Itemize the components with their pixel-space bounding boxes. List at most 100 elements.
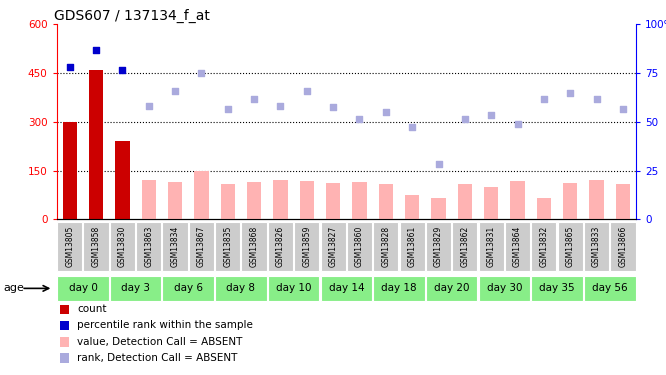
Bar [378, 184, 393, 219]
Bar [400, 222, 425, 271]
Text: day 18: day 18 [381, 284, 417, 293]
Bar [615, 184, 630, 219]
Text: day 20: day 20 [434, 284, 470, 293]
Bar [273, 180, 288, 219]
Point [539, 96, 549, 102]
Bar [83, 222, 109, 271]
Point [222, 106, 233, 112]
Text: day 3: day 3 [121, 284, 150, 293]
Text: GSM13858: GSM13858 [92, 226, 101, 267]
Bar [136, 222, 161, 271]
Text: day 0: day 0 [69, 284, 97, 293]
Bar [168, 182, 182, 219]
Bar [189, 222, 214, 271]
Bar [347, 222, 372, 271]
Text: count: count [77, 304, 107, 314]
Text: GSM13828: GSM13828 [382, 226, 390, 267]
Text: GSM13865: GSM13865 [565, 226, 575, 267]
Bar [220, 184, 235, 219]
Text: GSM13831: GSM13831 [487, 226, 496, 267]
Point [486, 112, 496, 118]
Text: GSM13833: GSM13833 [592, 226, 601, 267]
Bar [352, 182, 367, 219]
Text: GSM13861: GSM13861 [408, 226, 417, 267]
Bar [584, 222, 609, 271]
Bar [320, 222, 346, 271]
Bar [452, 222, 478, 271]
Point [460, 116, 470, 122]
Text: GSM13860: GSM13860 [355, 226, 364, 267]
Point [591, 96, 602, 102]
Point [565, 90, 575, 96]
Text: GSM13829: GSM13829 [434, 226, 443, 267]
Text: GSM13868: GSM13868 [250, 226, 258, 267]
Bar [510, 181, 525, 219]
Bar [563, 183, 577, 219]
Text: GSM13830: GSM13830 [118, 226, 127, 267]
Text: GSM13832: GSM13832 [539, 226, 548, 267]
Text: GSM13866: GSM13866 [618, 226, 627, 267]
Bar [557, 222, 583, 271]
Point [512, 120, 523, 126]
Bar [584, 276, 635, 301]
Text: GSM13827: GSM13827 [328, 226, 338, 267]
Text: GSM13863: GSM13863 [145, 226, 153, 267]
Text: percentile rank within the sample: percentile rank within the sample [77, 321, 253, 330]
Bar [268, 222, 293, 271]
Bar [247, 182, 261, 219]
Point [275, 103, 286, 109]
Point [433, 161, 444, 167]
Bar [326, 183, 340, 219]
Text: GSM13834: GSM13834 [170, 226, 180, 267]
Text: GSM13862: GSM13862 [460, 226, 470, 267]
Point [170, 88, 180, 94]
Text: GSM13867: GSM13867 [197, 226, 206, 267]
Point [617, 106, 628, 112]
Point [380, 109, 391, 115]
Bar [537, 198, 551, 219]
Point [302, 88, 312, 94]
Bar [110, 222, 135, 271]
Bar [215, 222, 240, 271]
Bar [110, 276, 161, 301]
Bar [242, 222, 267, 271]
Text: value, Detection Call = ABSENT: value, Detection Call = ABSENT [77, 337, 242, 346]
Text: GSM13835: GSM13835 [223, 226, 232, 267]
Bar [63, 122, 77, 219]
Text: day 10: day 10 [276, 284, 312, 293]
Bar [531, 276, 583, 301]
Bar [484, 187, 498, 219]
Text: day 14: day 14 [328, 284, 364, 293]
Bar [320, 276, 372, 301]
Point [65, 64, 75, 70]
Point [354, 116, 365, 122]
Text: day 6: day 6 [174, 284, 202, 293]
Bar [479, 276, 530, 301]
Text: GSM13859: GSM13859 [302, 226, 311, 267]
Text: GDS607 / 137134_f_at: GDS607 / 137134_f_at [54, 9, 210, 23]
Point [407, 124, 418, 130]
Bar [426, 276, 478, 301]
Bar [610, 222, 635, 271]
Text: rank, Detection Call = ABSENT: rank, Detection Call = ABSENT [77, 353, 238, 363]
Bar [115, 141, 130, 219]
Bar [426, 222, 451, 271]
Point [143, 103, 154, 109]
Bar [194, 171, 208, 219]
Text: day 30: day 30 [487, 284, 522, 293]
Bar [373, 276, 425, 301]
Bar [432, 198, 446, 219]
Bar [458, 184, 472, 219]
Bar [268, 276, 320, 301]
Bar [373, 222, 398, 271]
Bar [89, 70, 103, 219]
Point [117, 67, 128, 73]
Bar [215, 276, 267, 301]
Bar [505, 222, 530, 271]
Bar [57, 276, 109, 301]
Bar [531, 222, 557, 271]
Point [328, 104, 338, 110]
Bar [163, 276, 214, 301]
Bar [163, 222, 188, 271]
Bar [405, 195, 420, 219]
